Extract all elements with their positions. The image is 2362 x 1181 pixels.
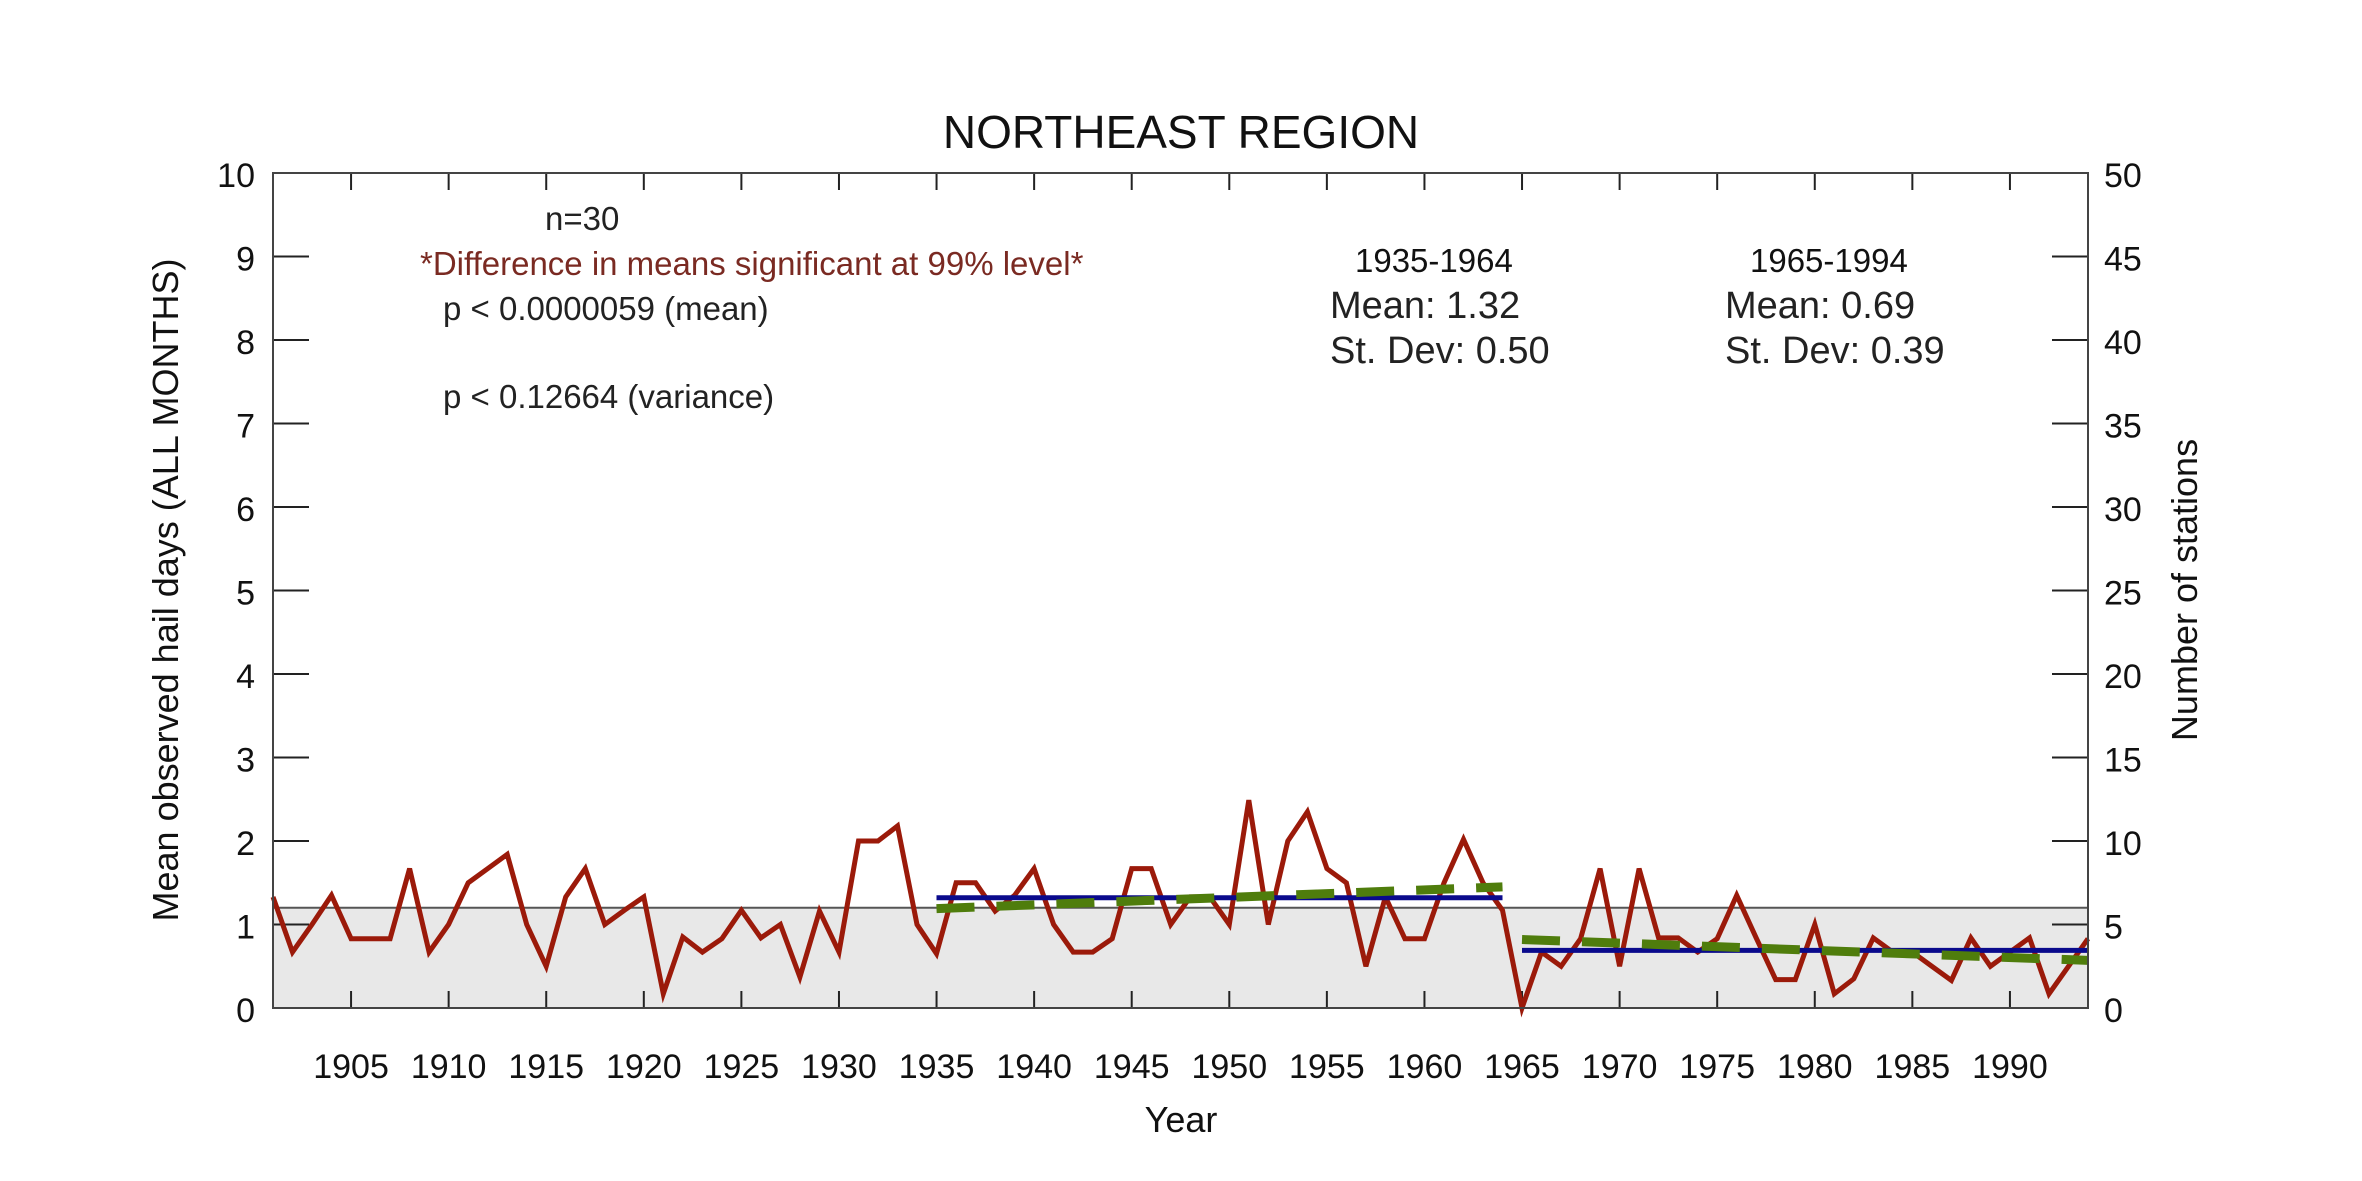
chart-title: NORTHEAST REGION [943, 106, 1419, 158]
x-tick-label: 1960 [1387, 1048, 1463, 1086]
x-tick-label: 1940 [996, 1048, 1072, 1086]
x-tick-label: 1990 [1972, 1048, 2048, 1086]
plot-frame [272, 172, 2089, 1009]
x-tick-label: 1930 [801, 1048, 877, 1086]
y-tick-label: 2 [236, 825, 255, 863]
y-tick-label: 6 [236, 491, 255, 529]
period2-label: 1965-1994 [1750, 242, 1908, 279]
annotation-significance: *Difference in means significant at 99% … [420, 245, 1084, 282]
series-trend-1965-1994 [1521, 935, 2089, 965]
y2-tick-label: 30 [2104, 491, 2142, 529]
y2-tick-label: 10 [2104, 825, 2142, 863]
y-axis-label: Mean observed hail days (ALL MONTHS) [145, 259, 186, 922]
annotation-p-mean: p < 0.0000059 (mean) [443, 290, 769, 327]
y-tick-label: 10 [217, 157, 255, 195]
y-tick-label: 9 [236, 241, 255, 279]
x-tick-label: 1970 [1582, 1048, 1658, 1086]
annotation-n: n=30 [545, 200, 619, 237]
y2-tick-label: 15 [2104, 742, 2142, 780]
y2-tick-label: 5 [2104, 909, 2123, 947]
x-tick-label: 1925 [704, 1048, 780, 1086]
x-tick-label: 1915 [508, 1048, 584, 1086]
series-trend-1935-1964 [936, 882, 1503, 914]
x-tick-label: 1945 [1094, 1048, 1170, 1086]
period1-mean: Mean: 1.32 [1330, 285, 1520, 327]
y-tick-label: 8 [236, 324, 255, 362]
y2-tick-label: 20 [2104, 658, 2142, 696]
stations-layer [273, 906, 2088, 1008]
y2-tick-label: 50 [2104, 157, 2142, 195]
series-layer [270, 799, 2091, 1018]
x-tick-label: 1980 [1777, 1048, 1853, 1086]
y2-tick-label: 40 [2104, 324, 2142, 362]
y2-tick-label: 25 [2104, 575, 2142, 613]
y-tick-label: 7 [236, 408, 255, 446]
stations-band [273, 907, 2088, 1008]
period2-sd: St. Dev: 0.39 [1725, 330, 1945, 372]
x-tick-label: 1975 [1679, 1048, 1755, 1086]
x-tick-label: 1985 [1875, 1048, 1951, 1086]
x-tick-label: 1920 [606, 1048, 682, 1086]
x-tick-label: 1910 [411, 1048, 487, 1086]
series-mean-observed-hail-days [270, 799, 2091, 1018]
y2-axis-label: Number of stations [2164, 439, 2205, 741]
period1-sd: St. Dev: 0.50 [1330, 330, 1550, 372]
x-axis-label: Year [1145, 1099, 1218, 1140]
x-tick-label: 1950 [1191, 1048, 1267, 1086]
x-tick-label: 1965 [1484, 1048, 1560, 1086]
ticks-layer [273, 172, 2088, 1009]
x-tick-label: 1955 [1289, 1048, 1365, 1086]
y-tick-label: 0 [236, 992, 255, 1030]
x-tick-label: 1935 [899, 1048, 975, 1086]
y-tick-label: 4 [236, 658, 255, 696]
y-tick-label: 3 [236, 742, 255, 780]
x-tick-label: 1905 [313, 1048, 389, 1086]
y2-tick-label: 45 [2104, 241, 2142, 279]
period1-label: 1935-1964 [1355, 242, 1513, 279]
annotation-p-variance: p < 0.12664 (variance) [443, 378, 774, 415]
y-tick-label: 5 [236, 575, 255, 613]
y2-tick-label: 35 [2104, 408, 2142, 446]
y-tick-label: 1 [236, 909, 255, 947]
y2-tick-label: 0 [2104, 992, 2123, 1030]
period2-mean: Mean: 0.69 [1725, 285, 1915, 327]
